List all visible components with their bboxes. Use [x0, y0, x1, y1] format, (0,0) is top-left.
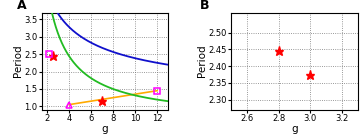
X-axis label: g: g [102, 124, 108, 134]
Y-axis label: Period: Period [13, 45, 23, 77]
Y-axis label: Period: Period [197, 45, 207, 77]
Text: A: A [16, 0, 26, 12]
X-axis label: g: g [291, 124, 298, 134]
Text: B: B [200, 0, 209, 12]
